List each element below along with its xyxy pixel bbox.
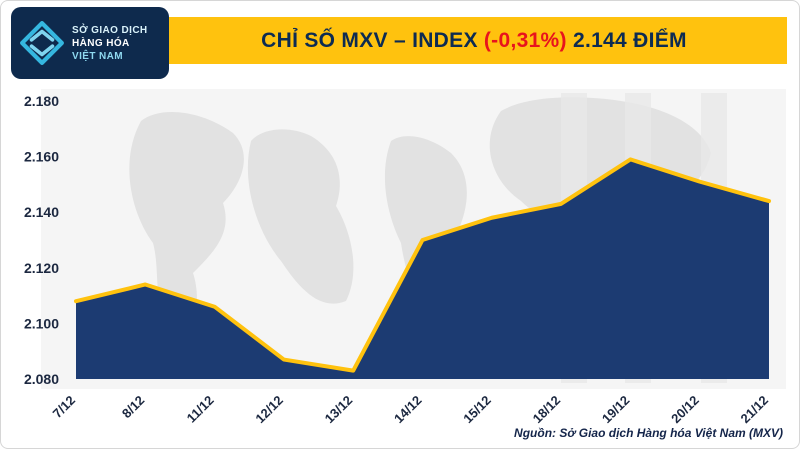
x-tick-label: 7/12 [50,393,79,422]
y-tick-label: 2.180 [24,93,59,109]
x-tick-label: 19/12 [599,393,633,427]
chart-header: CHỈ SỐ MXV – INDEX (-0,31%) 2.144 ĐIỂM S… [1,1,799,87]
x-tick-label: 15/12 [460,393,494,427]
logo-line-1: SỞ GIAO DỊCH [72,24,148,36]
change-percent: (-0,31%) [483,28,567,52]
y-tick-label: 2.100 [24,315,59,331]
x-tick-label: 11/12 [184,393,217,426]
source-note: Nguồn: Sở Giao dịch Hàng hóa Việt Nam (M… [514,426,783,440]
y-tick-label: 2.120 [24,260,59,276]
y-tick-label: 2.140 [24,204,59,220]
mxv-diamond-icon [20,21,64,65]
y-axis-tick-labels: 2.180 2.160 2.140 2.120 2.100 2.080 [24,93,59,387]
y-tick-label: 2.080 [24,371,59,387]
title-banner: CHỈ SỐ MXV – INDEX (-0,31%) 2.144 ĐIỂM [161,17,787,64]
title-prefix: CHỈ SỐ MXV – INDEX [261,28,484,52]
title-suffix: 2.144 ĐIỂM [566,28,687,52]
index-line [74,157,771,373]
logo-line-2: HÀNG HÓA [72,37,130,49]
y-tick-label: 2.160 [24,149,59,165]
x-axis-tick-labels: 7/12 8/12 11/12 12/12 13/12 14/12 15/12 18/12 19… [50,393,772,427]
x-tick-label: 8/12 [119,393,148,422]
x-tick-label: 14/12 [391,393,425,427]
mxv-logo: SỞ GIAO DỊCH HÀNG HÓA VIỆT NAM [11,7,169,79]
logo-line-3: VIỆT NAM [72,50,123,62]
logo-text: SỞ GIAO DỊCH HÀNG HÓA VIỆT NAM [72,24,148,63]
area-fill [76,159,769,379]
x-tick-label: 13/12 [322,393,356,427]
x-tick-label: 18/12 [530,393,564,427]
chart-title: CHỈ SỐ MXV – INDEX (-0,31%) 2.144 ĐIỂM [261,29,687,53]
x-tick-label: 20/12 [668,393,702,427]
x-tick-label: 21/12 [738,393,772,427]
x-tick-label: 12/12 [252,393,286,427]
